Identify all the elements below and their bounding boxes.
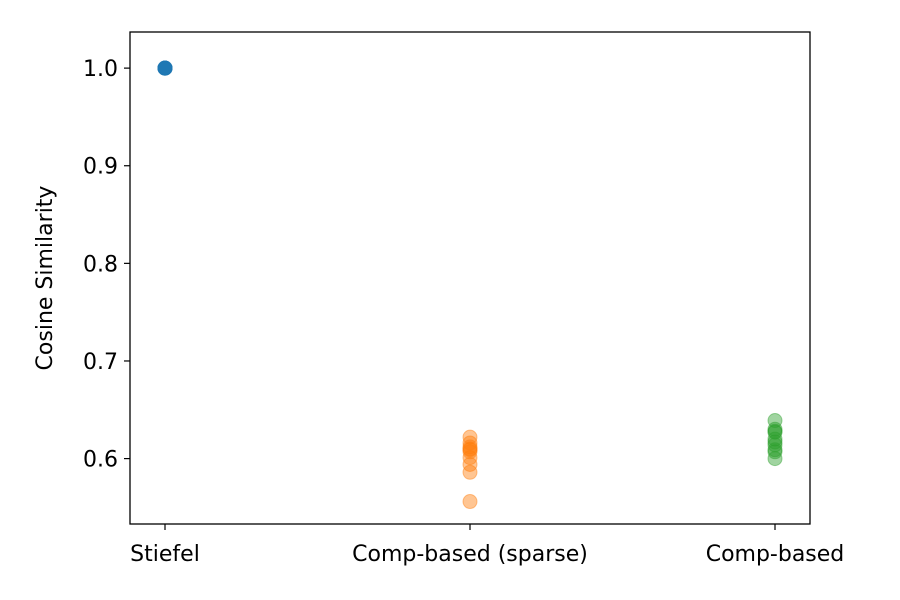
y-tick-label: 0.6 — [83, 448, 118, 473]
data-point — [157, 60, 173, 76]
data-points — [157, 60, 783, 510]
data-point — [462, 444, 478, 460]
data-point — [157, 60, 173, 76]
data-point — [767, 424, 783, 440]
data-point — [462, 429, 478, 445]
y-axis-label: Cosine Similarity — [33, 186, 58, 371]
data-point — [462, 441, 478, 457]
data-point — [462, 456, 478, 472]
data-point — [767, 421, 783, 437]
y-tick-label: 0.8 — [83, 252, 118, 277]
data-point — [157, 60, 173, 76]
data-point — [767, 431, 783, 447]
y-axis-ticks: 0.6 0.7 0.8 0.9 1.0 — [83, 57, 130, 473]
data-point — [157, 60, 173, 76]
x-tick-label: Comp-based — [706, 542, 845, 567]
x-axis-ticks: Stiefel Comp-based (sparse) Comp-based — [130, 524, 844, 567]
data-point — [157, 60, 173, 76]
data-point — [462, 450, 478, 466]
data-point — [767, 444, 783, 460]
data-point — [767, 423, 783, 439]
x-tick-label: Stiefel — [130, 542, 200, 567]
data-point — [767, 442, 783, 458]
data-point — [462, 435, 478, 451]
data-point — [767, 437, 783, 453]
y-tick-label: 1.0 — [83, 57, 118, 82]
y-tick-label: 0.7 — [83, 350, 118, 375]
x-tick-label: Comp-based (sparse) — [352, 542, 588, 567]
data-point — [767, 451, 783, 467]
data-point — [462, 439, 478, 455]
data-point — [157, 60, 173, 76]
data-point — [462, 494, 478, 510]
data-point — [157, 60, 173, 76]
y-tick-label: 0.9 — [83, 155, 118, 180]
data-point — [767, 434, 783, 450]
data-point — [767, 413, 783, 429]
data-point — [157, 60, 173, 76]
data-point — [462, 442, 478, 458]
data-point — [462, 464, 478, 480]
data-point — [157, 60, 173, 76]
data-point — [157, 60, 173, 76]
